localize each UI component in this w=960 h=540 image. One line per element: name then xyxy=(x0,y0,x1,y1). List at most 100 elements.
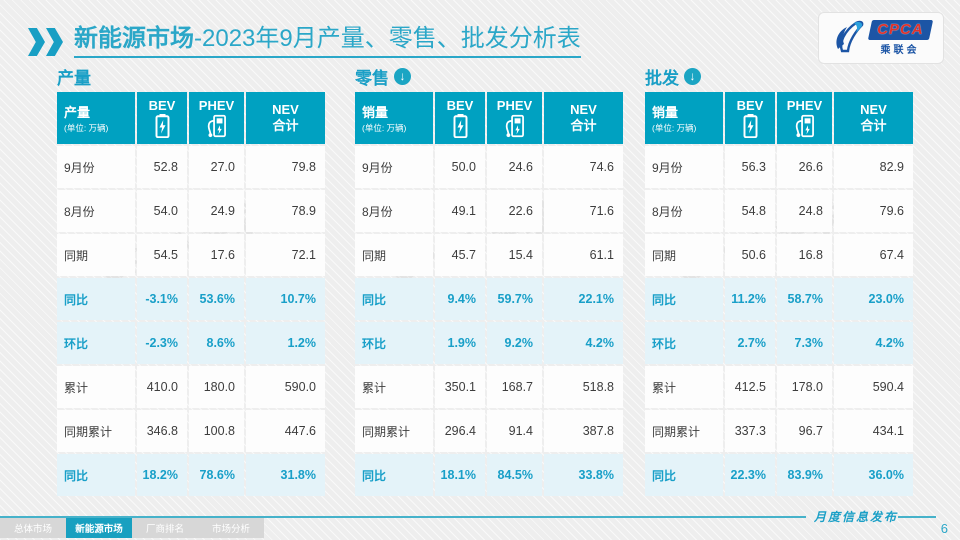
footer-divider-short xyxy=(898,516,936,518)
row-label-cell: 同期累计 xyxy=(57,410,135,452)
value-cell: 100.8 xyxy=(189,410,244,452)
bottom-nav-tabs: 总体市场 新能源市场 厂商排名 市场分析 xyxy=(0,518,264,538)
row-label-cell: 同比 xyxy=(355,454,433,496)
value-cell: 434.1 xyxy=(834,410,913,452)
row-label-cell: 同期 xyxy=(57,234,135,276)
value-cell: 9.4% xyxy=(435,278,485,320)
value-cell: 50.6 xyxy=(725,234,775,276)
value-cell: 61.1 xyxy=(544,234,623,276)
value-cell: 16.8 xyxy=(777,234,832,276)
table-section-header: 产量 xyxy=(57,64,323,88)
row-label-cell: 9月份 xyxy=(645,146,723,188)
nav-tab-1[interactable]: 总体市场 xyxy=(0,518,66,538)
value-cell: 54.5 xyxy=(137,234,187,276)
value-cell: 22.3% xyxy=(725,454,775,496)
value-cell: 58.7% xyxy=(777,278,832,320)
nev-label-line2: 合计 xyxy=(570,118,597,133)
table-section: 批发 ↓ 销量 (单位: 万辆) BEV PHEV xyxy=(645,64,913,496)
measure-title: 产量 xyxy=(64,105,91,120)
row-label-cell: 环比 xyxy=(355,322,433,364)
value-cell: 22.1% xyxy=(544,278,623,320)
phev-label: PHEV xyxy=(198,97,235,113)
row-label-cell: 同期 xyxy=(355,234,433,276)
row-label-cell: 9月份 xyxy=(355,146,433,188)
table-body: 9月份 56.3 26.6 82.9 8月份 54.8 24.8 79.6 同期 50.6 16.8… xyxy=(645,146,913,496)
value-cell: 4.2% xyxy=(834,322,913,364)
slide-header: 新能源市场-2023年9月产量、零售、批发分析表 xyxy=(28,24,581,58)
value-cell: 4.2% xyxy=(544,322,623,364)
value-cell: 79.8 xyxy=(246,146,325,188)
nav-tab-3[interactable]: 厂商排名 xyxy=(132,518,198,538)
row-label-cell: 8月份 xyxy=(645,190,723,232)
page-number: 6 xyxy=(940,521,948,536)
value-cell: -3.1% xyxy=(137,278,187,320)
table-section-title: 批发 xyxy=(645,68,679,88)
logo-swoosh-icon xyxy=(836,20,864,53)
value-cell: 26.6 xyxy=(777,146,832,188)
value-cell: 18.2% xyxy=(137,454,187,496)
value-cell: 33.8% xyxy=(544,454,623,496)
phev-label: PHEV xyxy=(786,97,823,113)
nev-label-line2: 合计 xyxy=(272,118,299,133)
battery-icon xyxy=(743,114,757,139)
nev-label-line1: NEV xyxy=(272,102,299,118)
value-cell: 79.6 xyxy=(834,190,913,232)
value-cell: 78.9 xyxy=(246,190,325,232)
value-cell: 24.9 xyxy=(189,190,244,232)
measure-header-cell: 销量 (单位: 万辆) xyxy=(355,92,433,144)
value-cell: 387.8 xyxy=(544,410,623,452)
value-cell: 45.7 xyxy=(435,234,485,276)
row-label-cell: 8月份 xyxy=(355,190,433,232)
measure-title: 销量 xyxy=(652,105,679,120)
value-cell: 296.4 xyxy=(435,410,485,452)
battery-icon xyxy=(453,114,467,139)
nev-header-cell: NEV 合计 xyxy=(544,92,623,144)
value-cell: 9.2% xyxy=(487,322,542,364)
value-cell: 31.8% xyxy=(246,454,325,496)
value-cell: 91.4 xyxy=(487,410,542,452)
charger-icon xyxy=(207,115,226,138)
row-label-cell: 同比 xyxy=(355,278,433,320)
row-label-cell: 同比 xyxy=(645,454,723,496)
value-cell: 1.9% xyxy=(435,322,485,364)
value-cell: -2.3% xyxy=(137,322,187,364)
page-title: 新能源市场-2023年9月产量、零售、批发分析表 xyxy=(74,24,581,58)
value-cell: 27.0 xyxy=(189,146,244,188)
battery-icon xyxy=(155,114,169,139)
cpca-logo: CPCA 乘联会 xyxy=(818,12,944,64)
page-title-highlight: 新能源市场 xyxy=(74,25,194,52)
value-cell: 1.2% xyxy=(246,322,325,364)
measure-header-cell: 产量 (单位: 万辆) xyxy=(57,92,135,144)
value-cell: 82.9 xyxy=(834,146,913,188)
row-label-cell: 8月份 xyxy=(57,190,135,232)
table-body: 9月份 52.8 27.0 79.8 8月份 54.0 24.9 78.9 同期 54.5 17.6… xyxy=(57,146,325,496)
bev-header-cell: BEV xyxy=(435,92,485,144)
bev-header-cell: BEV xyxy=(137,92,187,144)
bev-label: BEV xyxy=(736,97,764,113)
page-title-rest: -2023年9月产量、零售、批发分析表 xyxy=(194,25,581,52)
value-cell: 337.3 xyxy=(725,410,775,452)
value-cell: 78.6% xyxy=(189,454,244,496)
footer-divider xyxy=(0,516,806,518)
value-cell: 54.8 xyxy=(725,190,775,232)
charger-icon xyxy=(795,115,814,138)
value-cell: 180.0 xyxy=(189,366,244,408)
nav-tab-4[interactable]: 市场分析 xyxy=(198,518,264,538)
row-label-cell: 同比 xyxy=(645,278,723,320)
value-cell: 2.7% xyxy=(725,322,775,364)
phev-header-cell: PHEV xyxy=(777,92,832,144)
bev-header-cell: BEV xyxy=(725,92,775,144)
row-label-cell: 环比 xyxy=(645,322,723,364)
table-section-header: 零售 ↓ xyxy=(355,64,621,88)
measure-title: 销量 xyxy=(362,105,389,120)
value-cell: 178.0 xyxy=(777,366,832,408)
table-section-title: 产量 xyxy=(57,68,91,88)
value-cell: 22.6 xyxy=(487,190,542,232)
nav-tab-2[interactable]: 新能源市场 xyxy=(66,518,132,538)
value-cell: 72.1 xyxy=(246,234,325,276)
logo-org-name: 乘联会 xyxy=(880,45,920,56)
charger-icon xyxy=(505,115,524,138)
nev-label-line1: NEV xyxy=(570,102,597,118)
value-cell: 74.6 xyxy=(544,146,623,188)
